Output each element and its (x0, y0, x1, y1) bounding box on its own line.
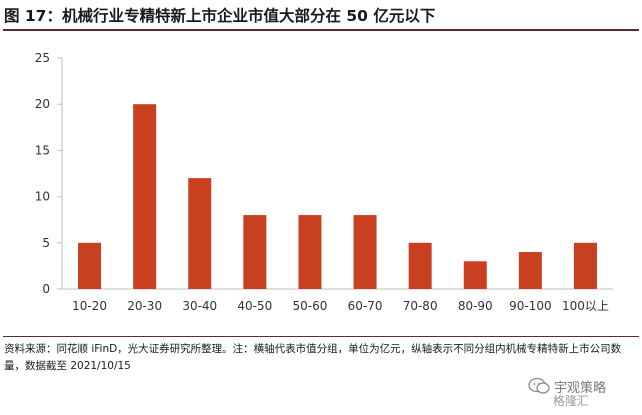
bar-30-40 (188, 178, 212, 289)
x-tick-label: 100以上 (562, 299, 609, 313)
x-tick-label: 50-60 (293, 299, 328, 313)
bar-90-100 (518, 252, 542, 289)
bottom-rule (3, 336, 639, 337)
y-tick-label: 5 (42, 236, 50, 250)
x-tick-label: 40-50 (237, 299, 272, 313)
x-tick-label: 60-70 (348, 299, 383, 313)
x-tick-label: 10-20 (72, 299, 107, 313)
watermark: 宇观策略 (528, 376, 606, 396)
x-axis: 10-20 20-30 30-40 40-50 50-60 60-70 70-80 80-90… (62, 288, 613, 313)
y-tick-label: 25 (35, 51, 50, 65)
x-tick-label: 30-40 (182, 299, 217, 313)
wechat-bubble-icon (528, 377, 550, 394)
y-tick-label: 10 (35, 190, 50, 204)
x-tick-label: 70-80 (403, 299, 438, 313)
bar-chart: 0 5 10 15 20 25 10-20 20-30 30-40 40-50 50-60 60-7… (35, 51, 613, 313)
y-tick-label: 20 (35, 97, 50, 111)
bars-group (78, 104, 597, 289)
source-note: 资料来源：同花顺 iFinD，光大证券研究所整理。注：横轴代表市值分组，单位为亿… (4, 343, 622, 372)
title-rule (3, 29, 639, 31)
bar-10-20 (78, 242, 102, 289)
x-tick-label: 80-90 (458, 299, 493, 313)
x-tick-label: 90-100 (509, 299, 552, 313)
bar-70-80 (408, 242, 432, 289)
x-tick-label: 20-30 (127, 299, 162, 313)
bar-40-50 (243, 215, 267, 289)
bar-60-70 (353, 215, 377, 289)
figure-title: 图 17：机械行业专精特新上市企业市值大部分在 50 亿元以下 (4, 7, 436, 25)
watermark-text: 宇观策略 (554, 380, 607, 396)
watermark-sub-text: 格隆汇 (553, 394, 590, 408)
y-tick-label: 0 (42, 282, 50, 296)
bar-80-90 (463, 261, 487, 289)
y-axis: 0 5 10 15 20 25 (35, 51, 63, 296)
y-tick-label: 15 (35, 143, 50, 157)
bar-20-30 (133, 104, 157, 289)
bar-100以上 (573, 242, 597, 289)
bar-50-60 (298, 215, 322, 289)
